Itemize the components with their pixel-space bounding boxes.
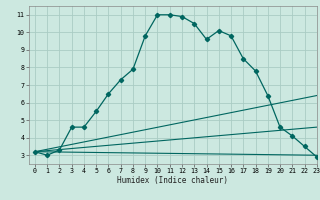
X-axis label: Humidex (Indice chaleur): Humidex (Indice chaleur)	[117, 176, 228, 185]
